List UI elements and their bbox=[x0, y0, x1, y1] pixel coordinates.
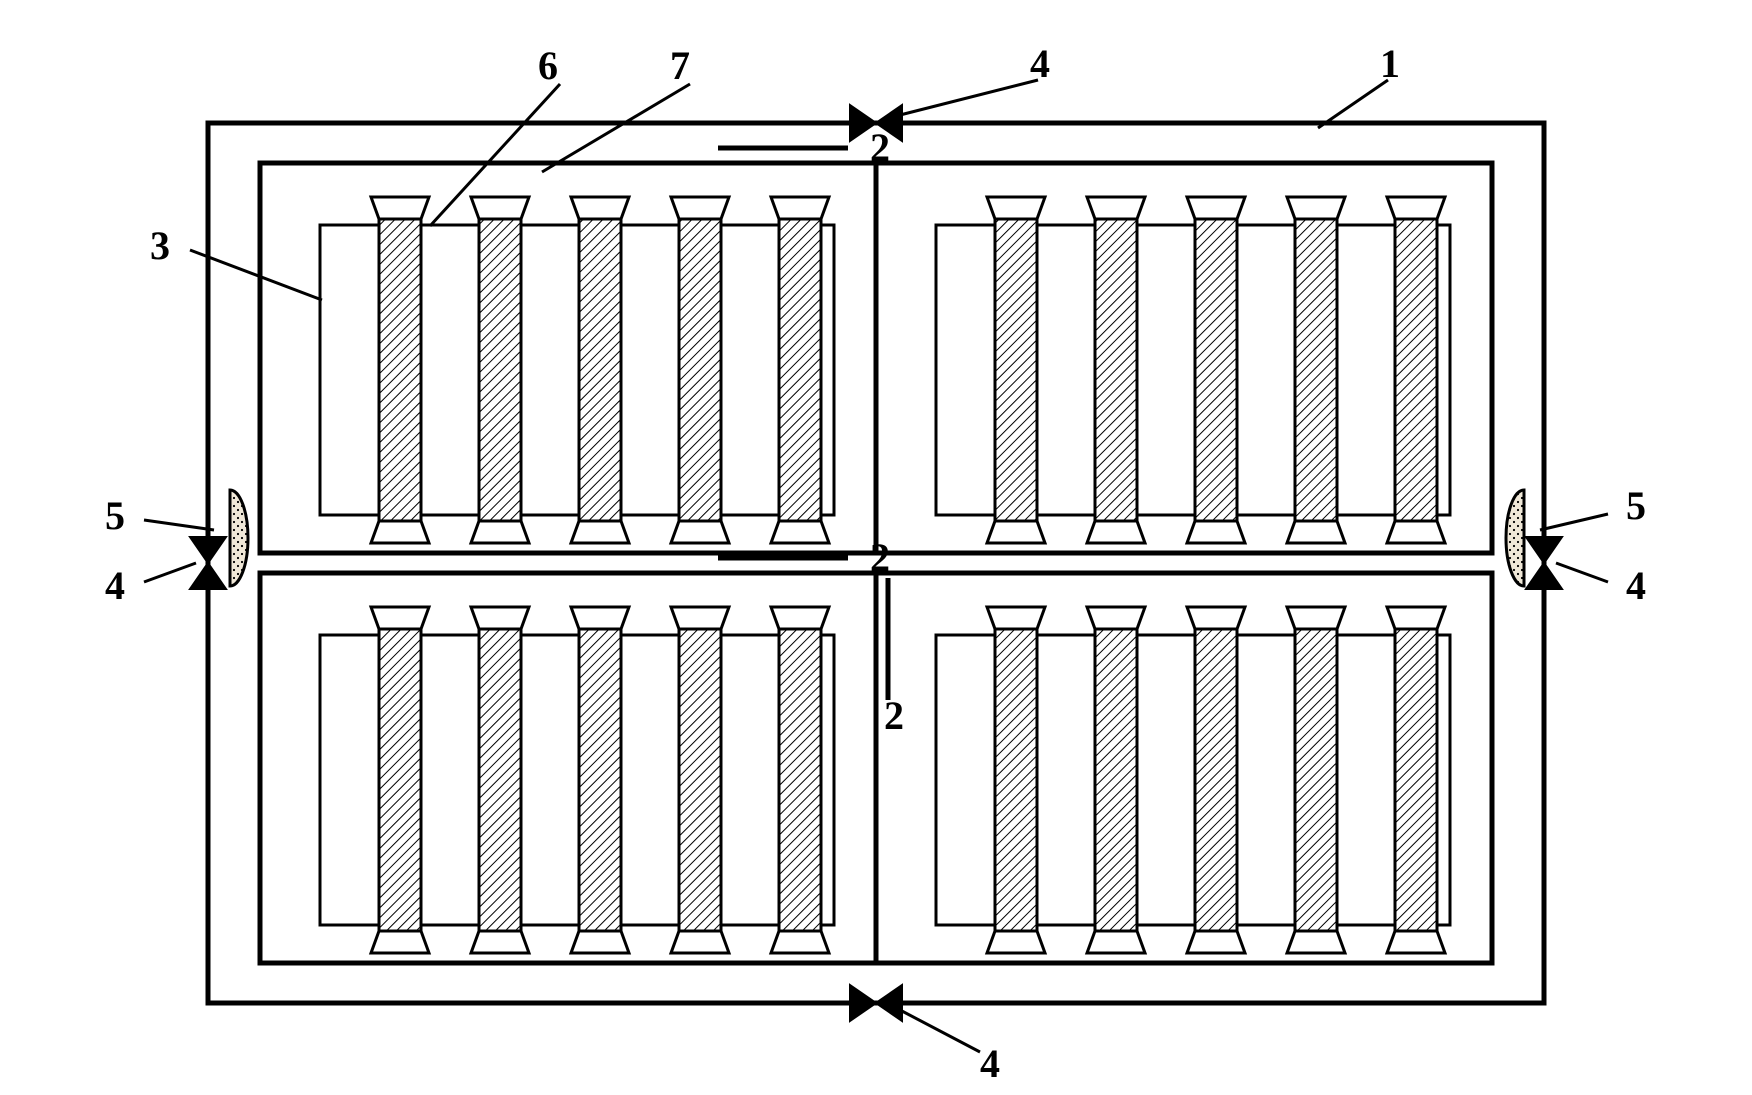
column-shaft-2-4 bbox=[779, 629, 821, 931]
column-0-1 bbox=[471, 197, 529, 543]
column-0-3 bbox=[671, 197, 729, 543]
column-1-0 bbox=[987, 197, 1045, 543]
column-2-1 bbox=[471, 607, 529, 953]
leader-label-4: 3 bbox=[150, 223, 170, 268]
column-shaft-3-1 bbox=[1095, 629, 1137, 931]
column-1-4 bbox=[1387, 197, 1445, 543]
column-shaft-3-4 bbox=[1395, 629, 1437, 931]
leader-label-12: 7 bbox=[670, 43, 690, 88]
column-3-0 bbox=[987, 607, 1045, 953]
column-1-3 bbox=[1287, 197, 1345, 543]
leader-label-2: 2 bbox=[870, 535, 890, 580]
column-3-1 bbox=[1087, 607, 1145, 953]
leader-label-1: 2 bbox=[870, 125, 890, 170]
leader-label-7: 4 bbox=[1626, 563, 1646, 608]
leader-label-10: 5 bbox=[1626, 483, 1646, 528]
column-2-3 bbox=[671, 607, 729, 953]
column-3-4 bbox=[1387, 607, 1445, 953]
column-shaft-3-0 bbox=[995, 629, 1037, 931]
column-3-3 bbox=[1287, 607, 1345, 953]
column-shaft-1-4 bbox=[1395, 219, 1437, 521]
column-0-0 bbox=[371, 197, 429, 543]
column-2-2 bbox=[571, 607, 629, 953]
column-shaft-2-0 bbox=[379, 629, 421, 931]
column-2-0 bbox=[371, 607, 429, 953]
column-0-4 bbox=[771, 197, 829, 543]
column-shaft-1-2 bbox=[1195, 219, 1237, 521]
leader-label-11: 6 bbox=[538, 43, 558, 88]
column-shaft-0-0 bbox=[379, 219, 421, 521]
column-shaft-0-1 bbox=[479, 219, 521, 521]
column-shaft-0-2 bbox=[579, 219, 621, 521]
leader-label-6: 4 bbox=[105, 563, 125, 608]
column-shaft-0-3 bbox=[679, 219, 721, 521]
technical-diagram: 1 2 2 2 3 4 4 4 4 5 5 6 7 bbox=[0, 0, 1752, 1095]
leader-label-0: 1 bbox=[1380, 41, 1400, 86]
column-shaft-1-0 bbox=[995, 219, 1037, 521]
leader-label-3: 2 bbox=[884, 693, 904, 738]
column-1-2 bbox=[1187, 197, 1245, 543]
column-shaft-2-3 bbox=[679, 629, 721, 931]
leader-label-9: 5 bbox=[105, 493, 125, 538]
column-1-1 bbox=[1087, 197, 1145, 543]
leader-label-5: 4 bbox=[1030, 41, 1050, 86]
column-shaft-3-2 bbox=[1195, 629, 1237, 931]
column-3-2 bbox=[1187, 607, 1245, 953]
column-shaft-2-2 bbox=[579, 629, 621, 931]
column-2-4 bbox=[771, 607, 829, 953]
column-shaft-0-4 bbox=[779, 219, 821, 521]
leader-label-8: 4 bbox=[980, 1041, 1000, 1086]
column-shaft-3-3 bbox=[1295, 629, 1337, 931]
column-shaft-2-1 bbox=[479, 629, 521, 931]
column-shaft-1-1 bbox=[1095, 219, 1137, 521]
column-0-2 bbox=[571, 197, 629, 543]
column-shaft-1-3 bbox=[1295, 219, 1337, 521]
